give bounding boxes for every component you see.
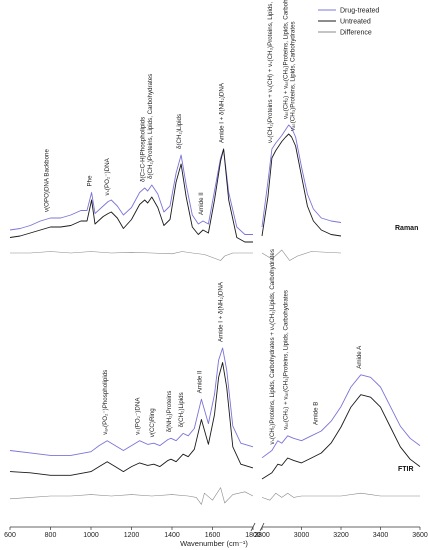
x-tick-label-1200: 1200 xyxy=(124,532,140,539)
raman-annotation-2: νₛ(PO₂⁻)DNA xyxy=(104,157,111,195)
legend-label-drug-treated: Drug-treated xyxy=(340,8,379,15)
ftir-annotation-0: νₐₛ(PO₂⁻)Phospholipids xyxy=(102,370,109,435)
x-tick-label-3200: 3200 xyxy=(333,532,349,539)
x-tick-label-800: 800 xyxy=(45,532,57,539)
ftir-annotation-6: Amide I + δ(NH₂)DNA xyxy=(218,281,225,342)
ftir-annotation-3: δ(NH₂)Proteins xyxy=(166,391,173,433)
raman-series-untreated-low xyxy=(9,148,253,243)
raman-annotation-4: δ(CH₂)Proteins, Lipids, Carbohydrates xyxy=(147,74,154,179)
ftir-annotation-8: νₐₛ(CH₂) + νₐₛ(CH₃)Proteins, Lipids, Car… xyxy=(283,290,290,430)
legend-label-untreated: Untreated xyxy=(340,19,371,26)
x-tick-label-1800: 1800 xyxy=(245,532,261,539)
ftir-annotation-2: ν(CC)Ring xyxy=(149,408,156,437)
legend-label-difference: Difference xyxy=(340,30,372,37)
x-tick-label-2800: 2800 xyxy=(254,532,270,539)
raman-annotation-10: νₐₛ(CH₃)Proteins, Lipids, Carbohydrates xyxy=(290,21,297,131)
raman-annotation-0: ν(OPO)DNA Backbone xyxy=(43,149,50,212)
raman-series-difference-low xyxy=(10,251,253,261)
raman-annotation-9: νₐₛ(CH₂) + νₐₛ(CH₃)Proteins, Lipids, Car… xyxy=(283,0,290,119)
ftir-series-difference-low xyxy=(9,487,254,505)
x-tick-label-1400: 1400 xyxy=(164,532,180,539)
x-tick-label-1600: 1600 xyxy=(205,532,221,539)
ftir-series-drug-treated-high xyxy=(261,374,421,459)
ftir-annotation-7: νₛ(CH₂)Proteins, Lipids, Carbohydrates +… xyxy=(269,249,276,444)
ftir-series-drug-treated-low xyxy=(9,347,254,456)
raman-annotation-1: Phe xyxy=(87,175,94,187)
ftir-series-untreated-low xyxy=(9,362,254,476)
ftir-series-difference-high xyxy=(261,492,420,501)
raman-annotation-8: νₛ(CH₂)Proteins + νₛ(CH) + νₛ(CH₃)Protei… xyxy=(267,0,274,143)
panel-label-raman: Raman xyxy=(395,225,418,232)
ftir-annotation-9: Amide B xyxy=(312,402,319,425)
raman-series-drug-treated-high xyxy=(261,124,342,228)
ftir-annotation-1: νₛ(PO₂⁻)DNA xyxy=(135,397,142,435)
raman-series-difference-high xyxy=(261,249,342,261)
raman-annotation-5: δ(CH₂)Lipids xyxy=(176,114,183,149)
panel-label-ftir: FTIR xyxy=(398,466,414,473)
annotation-layer: ν(OPO)DNA Backbone Phe νₛ(PO₂⁻)DNA δ(C=C-H)… xyxy=(43,0,363,445)
x-tick-label-3400: 3400 xyxy=(373,532,389,539)
legend: Drug-treated Untreated Difference xyxy=(318,8,379,37)
ftir-annotation-5: Amide II xyxy=(196,370,203,393)
ftir-series-untreated-high xyxy=(261,394,421,480)
x-tick-label-1000: 1000 xyxy=(83,532,99,539)
plot-layer xyxy=(9,124,421,505)
x-tick-label-3600: 3600 xyxy=(412,532,428,539)
x-tick-label-600: 600 xyxy=(4,532,16,539)
raman-annotation-3: δ(C=C-H)Phospholipids xyxy=(140,117,147,182)
ftir-annotation-4: δ(CH₂)Lipids xyxy=(178,392,185,427)
x-tick-label-3000: 3000 xyxy=(294,532,310,539)
raman-series-untreated-high xyxy=(261,133,342,237)
raman-annotation-7: Amide I + δ(NH₂)DNA xyxy=(219,82,226,143)
ftir-annotation-10: Amide A xyxy=(356,345,363,369)
raman-series-drug-treated-low xyxy=(9,148,253,235)
raman-annotation-6: Amide II xyxy=(198,192,205,215)
x-axis-title: Wavenumber (cm⁻¹) xyxy=(180,539,248,548)
